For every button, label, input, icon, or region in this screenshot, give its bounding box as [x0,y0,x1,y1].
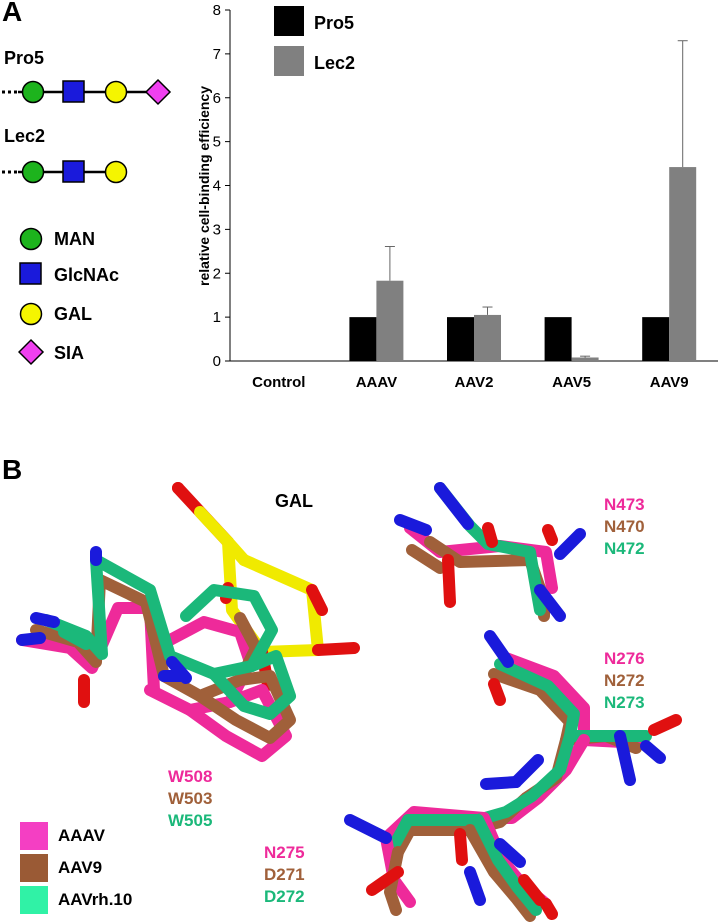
bar-pro5-aaav [349,317,377,361]
residue-label: D271 [264,865,305,884]
residue-label: N470 [604,517,645,536]
residue-label-group-n275: N275 D271 D272 [264,842,305,908]
panel-b-letter: B [2,454,23,485]
y-tick-label: 0 [213,353,221,370]
glycan-name-pro5: Pro5 [4,48,45,68]
y-tick-label: 8 [213,2,221,19]
tryptophan-residue-models [16,546,296,762]
panel-a-letter: A [2,0,23,27]
glcnac-legend-icon [19,262,42,285]
residue-label-group-n473: N473 N470 N472 [604,494,645,560]
bar-pro5-aav9 [642,317,670,361]
molecule-legend-label: AAAV [58,826,105,845]
legend-label-man: MAN [54,229,95,249]
bar-pro5-aav2 [447,317,474,361]
man-unit [21,160,45,184]
legend-label-sia: SIA [54,343,85,363]
bar-lec2-aav2 [474,314,501,361]
residue-label: W503 [168,789,213,808]
legend-label: Lec2 [314,53,355,73]
residue-label: N473 [604,495,645,514]
y-tick-label: 3 [213,221,221,238]
gal-unit [104,160,128,184]
legend-swatch [274,46,304,76]
legend-swatch [274,6,304,36]
residue-label: D272 [264,887,305,906]
y-axis-label: relative cell-binding efficiency [196,86,212,286]
lec2-glycan-structure [2,160,128,184]
y-tick-label: 4 [213,178,221,195]
sia-legend-icon [18,338,45,366]
symbol-legend-icons [18,227,45,366]
residue-label: W505 [168,811,213,830]
sia-unit [144,78,172,106]
man-legend-icon [19,227,43,251]
backbone-models [380,730,590,858]
bar-pro5-aav5 [544,317,572,361]
aav9-swatch-icon [20,854,48,882]
aaav-swatch-icon [20,822,48,850]
glycan-name-lec2: Lec2 [4,126,46,146]
y-tick-label: 6 [213,90,221,107]
y-tick-label: 1 [213,309,221,326]
residue-label: W508 [168,767,213,786]
residue-label: N275 [264,843,305,862]
legend-label-glcnac: GlcNAc [54,265,120,285]
x-tick-label: Control [252,374,305,391]
bar-lec2-aav9 [669,167,697,361]
x-tick-label: AAAV [356,374,397,391]
x-tick-label: AAV9 [650,374,689,391]
aavrh10-swatch-icon [20,886,48,914]
bar-lec2-aaav [376,280,404,361]
y-tick-label: 7 [213,46,221,63]
asparagine-473-models [394,482,586,622]
binding-bar-chart: 0 1 2 3 4 5 6 7 8 Control AAAV AAV2 AAV5 AAV9 Pro5 Lec… [196,2,718,391]
residue-275-models [344,812,558,922]
ligand-label-gal: GAL [275,491,313,511]
glcnac-unit [62,160,85,183]
pro5-glycan-structure [2,78,172,106]
molecule-legend-label: AAV9 [58,858,103,877]
glcnac-unit [62,80,85,103]
residue-label: N273 [604,693,645,712]
residue-label: N472 [604,539,645,558]
man-unit [21,80,45,104]
molecule-legend-label: AAVrh.10 [58,890,133,909]
asparagine-276-models [484,630,682,786]
legend-label-gal: GAL [54,304,92,324]
gal-unit [104,80,128,104]
x-tick-label: AAV2 [455,374,494,391]
residue-label: N276 [604,649,645,668]
y-tick-label: 2 [213,265,221,282]
y-tick-label: 5 [213,134,221,151]
legend-label: Pro5 [314,13,354,33]
residue-label-group-w508: W508 W503 W505 [168,766,212,832]
residue-label-group-n276: N276 N272 N273 [604,648,645,714]
gal-legend-icon [19,302,43,326]
residue-label: N272 [604,671,645,690]
bar-lec2-aav5 [571,357,599,361]
superposition-molecular-rendering [16,482,682,922]
x-tick-label: AAV5 [552,374,591,391]
